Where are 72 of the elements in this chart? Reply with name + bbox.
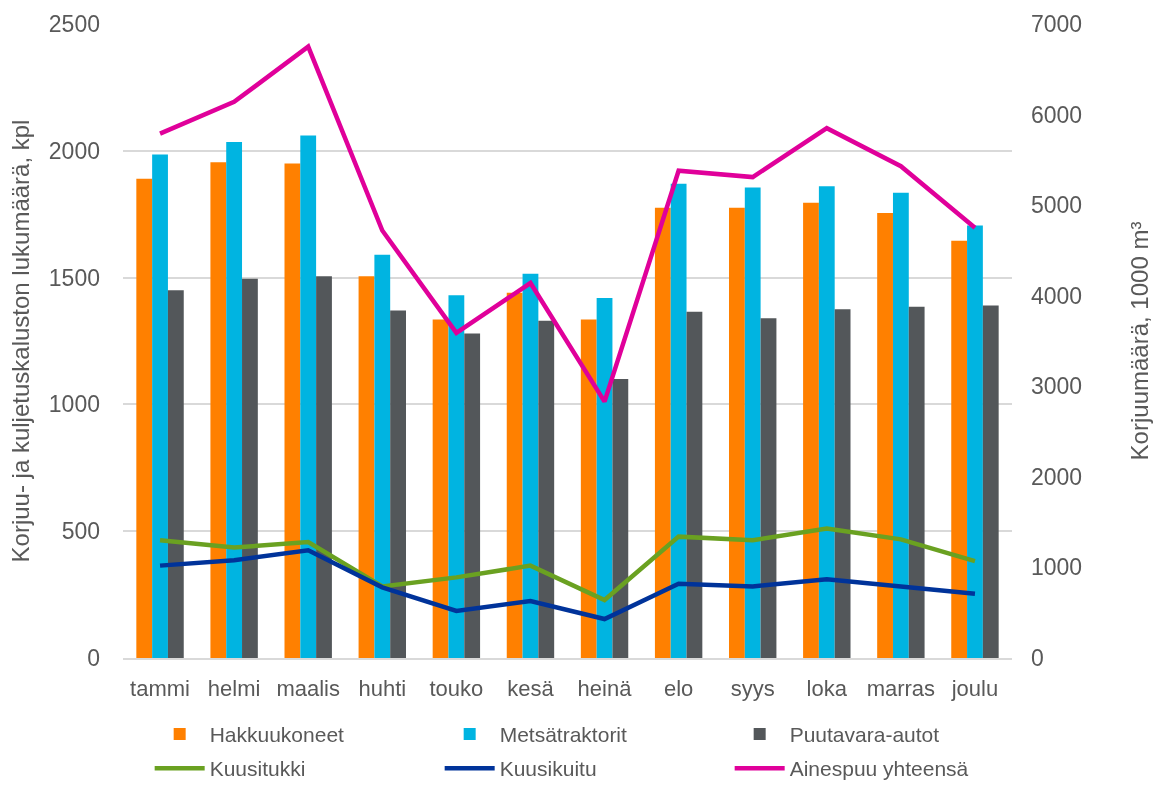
- bar: [818, 186, 835, 658]
- x-tick-label: maalis: [276, 676, 340, 702]
- bar: [316, 276, 332, 658]
- bar: [654, 207, 671, 658]
- x-tick-label: kesä: [507, 676, 555, 702]
- bar: [432, 319, 449, 658]
- bar: [670, 183, 687, 658]
- legend-label: Puutavara-autot: [789, 723, 940, 747]
- bar: [612, 379, 629, 658]
- bar: [242, 278, 258, 658]
- bar: [908, 306, 925, 658]
- bar: [729, 207, 745, 658]
- x-tick-label: tammi: [130, 676, 190, 702]
- bar: [892, 192, 909, 658]
- bar: [284, 163, 301, 658]
- legend-label: Kuusitukki: [209, 757, 306, 781]
- bar: [803, 202, 819, 658]
- y2-tick-label: 4000: [1031, 282, 1083, 309]
- bar: [464, 333, 481, 658]
- y2-tick-label: 5000: [1031, 192, 1083, 219]
- legend-label: Hakkuukoneet: [209, 723, 345, 747]
- bar: [744, 187, 761, 658]
- x-tick-label: elo: [663, 676, 694, 702]
- bar: [760, 318, 777, 658]
- legend-label: Metsätraktorit: [499, 723, 628, 747]
- bar: [877, 212, 893, 658]
- y2-tick-label: 3000: [1031, 373, 1083, 400]
- y-tick-label: 1500: [48, 264, 100, 291]
- x-tick-label: helmi: [207, 676, 261, 702]
- line-series: [157, 547, 978, 622]
- y2-tick-label: 6000: [1031, 101, 1083, 128]
- y-tick-label: 2500: [48, 11, 100, 38]
- legend-label: Ainespuu yhteensä: [789, 757, 969, 781]
- bar: [358, 276, 375, 658]
- bar: [226, 141, 243, 658]
- bar: [982, 305, 999, 658]
- x-tick-label: marras: [866, 676, 936, 702]
- y-tick-label: 1000: [48, 391, 100, 418]
- y2-tick-label: 2000: [1031, 463, 1083, 490]
- x-tick-label: syys: [730, 676, 775, 702]
- x-tick-label: loka: [806, 676, 848, 702]
- x-tick-label: heinä: [577, 676, 633, 702]
- y-axis-title: Korjuu- ja kuljetuskaluston lukumäärä, kpl: [6, 119, 34, 563]
- bar: [152, 154, 168, 658]
- x-tick-label: touko: [429, 676, 484, 702]
- bar: [580, 319, 597, 658]
- bar: [522, 273, 539, 658]
- bar: [951, 240, 968, 658]
- line-series: [157, 44, 978, 404]
- y-tick-label: 2000: [48, 137, 100, 164]
- bar: [834, 309, 851, 658]
- line-series: [157, 526, 978, 603]
- y-tick-label: 500: [61, 518, 100, 545]
- bar: [300, 135, 317, 658]
- y2-tick-label: 1000: [1031, 554, 1083, 581]
- bar: [390, 310, 406, 658]
- y2-tick-label: 7000: [1031, 11, 1083, 38]
- y2-tick-label: 0: [1031, 645, 1044, 672]
- bar: [967, 225, 983, 658]
- y-tick-label: 0: [87, 645, 100, 672]
- x-tick-label: joulu: [950, 676, 999, 702]
- bar: [167, 290, 184, 658]
- bar: [538, 320, 555, 658]
- y2-axis-title: Korjuumäärä, 1000 m³: [1126, 221, 1154, 461]
- bar: [448, 295, 465, 658]
- bar: [686, 311, 703, 658]
- legend-label: Kuusikuitu: [499, 757, 597, 781]
- bar: [506, 292, 523, 658]
- bar: [374, 254, 391, 658]
- bar: [210, 162, 227, 658]
- bar: [136, 178, 153, 658]
- x-tick-label: huhti: [358, 676, 407, 702]
